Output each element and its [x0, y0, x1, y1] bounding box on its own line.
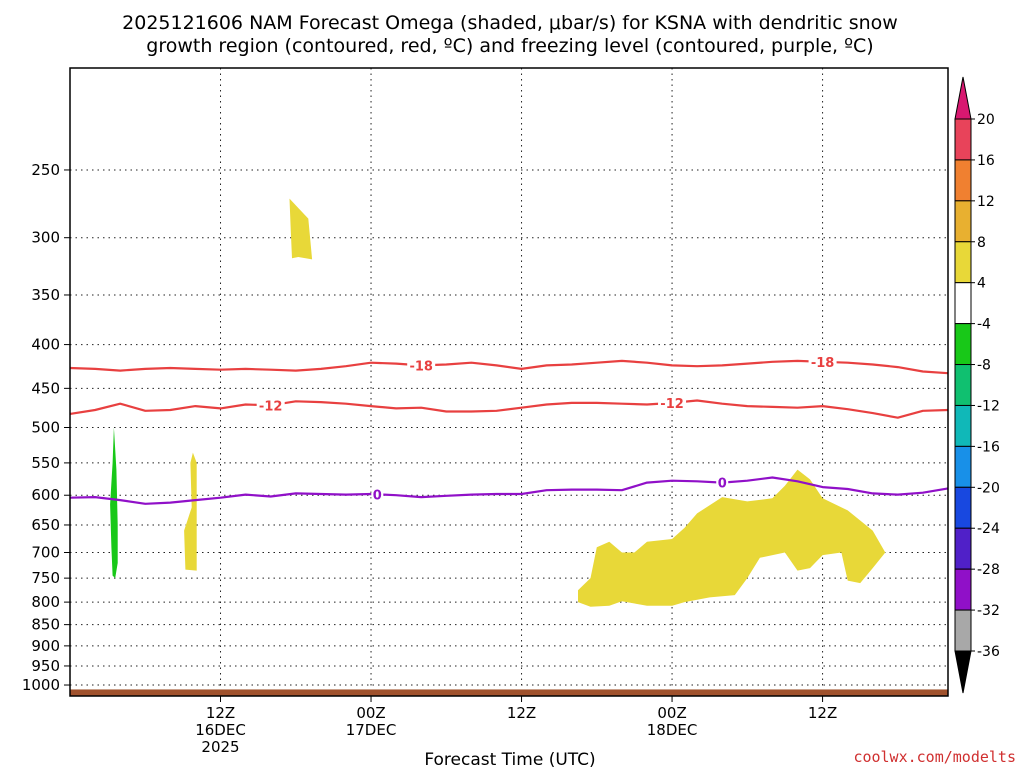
contour-label-bg	[371, 486, 384, 502]
x-tick-label: 00Z	[657, 704, 686, 722]
contour--18	[69, 359, 949, 375]
x-tick-label: 18DEC	[647, 721, 698, 739]
y-tick-label: 500	[31, 418, 60, 436]
contour-label: -12	[660, 397, 684, 412]
contour--12	[69, 399, 949, 419]
y-tick-label: 700	[31, 544, 60, 562]
x-tick-label: 12Z	[206, 704, 235, 722]
y-tick-label: 400	[31, 336, 60, 354]
colorbar-segment	[954, 323, 972, 366]
colorbar-label: 8	[977, 235, 986, 251]
colorbar-top-arrow	[954, 76, 972, 120]
y-tick-label: 600	[31, 486, 60, 504]
plot-frame	[69, 67, 949, 697]
colorbar-segment	[954, 364, 972, 406]
contour-label: -12	[259, 399, 283, 414]
contour-label: 0	[373, 488, 382, 503]
colorbar-segment	[954, 445, 972, 488]
omega-4to8-thin	[184, 452, 197, 571]
colorbar-segment	[954, 568, 972, 611]
grid-lines	[70, 68, 948, 696]
y-tick-label: 450	[31, 379, 60, 397]
credit-text: coolwx.com/modelts	[853, 748, 1016, 766]
colorbar-label: -12	[977, 398, 1000, 414]
shaded-regions	[110, 198, 886, 607]
x-tick-label: 12Z	[808, 704, 837, 722]
y-tick-label: 1000	[22, 676, 60, 694]
y-tick-label: 900	[31, 637, 60, 655]
x-axis-label: Forecast Time (UTC)	[424, 750, 595, 768]
colorbar-label: 16	[977, 153, 995, 169]
colorbar-bottom-arrow	[954, 650, 972, 694]
ground-fill	[70, 689, 948, 696]
colorbar-segment	[954, 486, 972, 529]
contour-label-bg	[658, 394, 687, 410]
colorbar-label: 20	[977, 112, 995, 128]
contour-label-bg	[256, 397, 285, 413]
contour-label-bg	[808, 353, 837, 369]
contour-lines: -18 -18 -12 -12 0 0	[69, 353, 949, 505]
colorbar-segment	[954, 527, 972, 570]
colorbar-segment	[954, 404, 972, 447]
y-tick-label: 800	[31, 593, 60, 611]
y-tick-label: 750	[31, 569, 60, 587]
contour-label: 0	[718, 477, 727, 492]
y-tick-label: 850	[31, 616, 60, 634]
contour-label-bg	[716, 474, 729, 490]
colorbar-label: -20	[977, 480, 1000, 496]
colorbar-label: -32	[977, 603, 1000, 619]
colorbar-segment	[954, 118, 972, 161]
colorbar-segment	[954, 609, 972, 652]
colorbar-label: -36	[977, 644, 1000, 660]
contour-label: -18	[811, 356, 835, 371]
contour-label-bg	[407, 357, 436, 373]
x-tick-label: 00Z	[356, 704, 385, 722]
contour-label: -18	[409, 359, 433, 374]
omega-4to8-main	[578, 469, 886, 607]
contour-0	[69, 476, 949, 505]
colorbar: 20 16 12 8 4 -4 -8 -12 -16 -20 -24 -28 -32 -36	[954, 76, 1000, 694]
y-tick-label: 950	[31, 657, 60, 675]
colorbar-label: -24	[977, 521, 1000, 537]
colorbar-segment	[954, 200, 972, 243]
omega-neg4to-8-thin	[110, 427, 118, 579]
y-tick-label: 250	[31, 161, 60, 179]
colorbar-label: -28	[977, 562, 1000, 578]
y-tick-label: 650	[31, 516, 60, 534]
ground-layer	[70, 689, 948, 696]
y-tick-label: 550	[31, 454, 60, 472]
colorbar-label: 12	[977, 194, 995, 210]
chart-title-line1: 2025121606 NAM Forecast Omega (shaded, μ…	[122, 12, 898, 34]
chart-title-line2: growth region (contoured, red, ºC) and f…	[146, 35, 873, 57]
colorbar-label: 4	[977, 276, 986, 292]
colorbar-label: -4	[977, 317, 991, 333]
y-axis-ticks: 250 300 350 400 450 500 550 600 650 700 750 800 850 9…	[22, 161, 70, 694]
colorbar-segment	[954, 241, 972, 284]
colorbar-label: -8	[977, 358, 991, 374]
y-tick-label: 300	[31, 229, 60, 247]
y-tick-label: 350	[31, 286, 60, 304]
omega-4to8-upper	[289, 198, 313, 260]
x-tick-label: 2025	[201, 738, 239, 756]
x-tick-label: 17DEC	[346, 721, 397, 739]
colorbar-label: -16	[977, 439, 1000, 455]
x-tick-label: 12Z	[507, 704, 536, 722]
colorbar-segment	[954, 282, 972, 325]
x-tick-label: 16DEC	[195, 721, 246, 739]
colorbar-segment	[954, 159, 972, 202]
